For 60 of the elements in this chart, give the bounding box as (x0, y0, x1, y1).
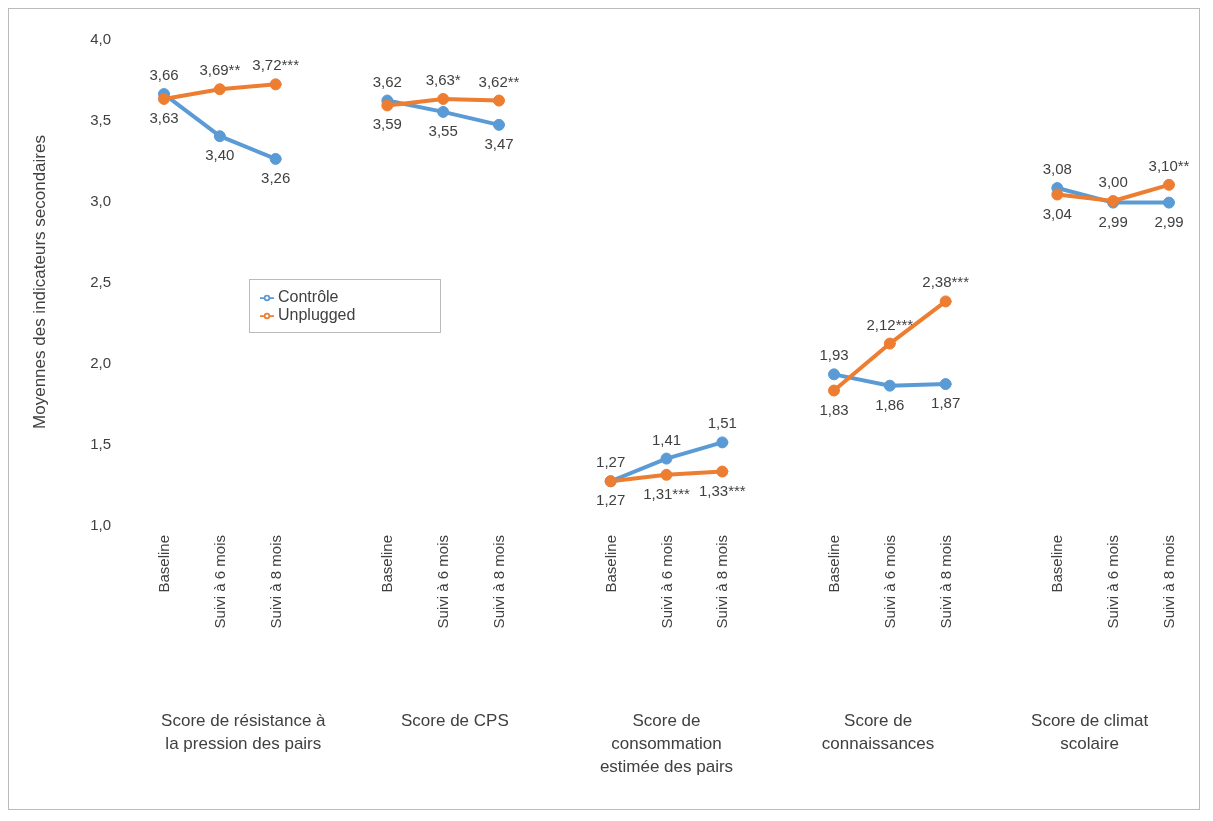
data-label: 3,08 (1042, 160, 1072, 178)
text: Score de connaissances (820, 710, 936, 755)
data-label: 2,99 (1098, 212, 1128, 230)
x-tick-label: Suivi à 8 mois (713, 535, 731, 629)
y-tick-label: 3,0 (90, 192, 111, 210)
x-tick-label: Baseline (601, 535, 619, 593)
data-label: 3,63* (425, 70, 461, 88)
data-label: 1,87 (931, 394, 961, 412)
data-label: 1,41 (651, 430, 682, 448)
data-label: 2,99 (1154, 212, 1184, 230)
data-label: 3,59 (372, 115, 402, 133)
x-tick-label: Suivi à 8 mois (936, 535, 954, 629)
text: Score de climat scolaire (1030, 710, 1150, 755)
y-tick-label: 1,0 (90, 516, 111, 534)
text: Score de résistance à la pression des pairs (160, 710, 327, 755)
data-label: 1,31*** (643, 484, 691, 502)
data-label: 1,51 (707, 414, 737, 432)
x-tick-label: Suivi à 6 mois (657, 535, 675, 629)
x-tick-label: Suivi à 6 mois (210, 535, 228, 629)
x-tick-label: Baseline (155, 535, 172, 593)
data-label: 2,38*** (922, 273, 970, 291)
data-label: 3,55 (428, 121, 458, 139)
data-label: 3,04 (1042, 204, 1072, 222)
data-label: 3,72*** (252, 56, 300, 74)
x-tick-label: Suivi à 6 mois (1104, 535, 1122, 629)
legend-label: Contrôle (278, 288, 339, 305)
x-tick-label: Baseline (378, 535, 396, 593)
data-label: 3,62 (372, 72, 402, 90)
data-label: 3,62** (478, 72, 520, 90)
data-label: 1,83 (819, 400, 849, 418)
data-label: 1,86 (875, 395, 905, 413)
y-tick-label: 1,5 (90, 435, 111, 453)
text: Score de consommation estimée des pairs (598, 710, 735, 778)
data-label: 3,10** (1148, 156, 1190, 174)
data-label: 1,33*** (698, 481, 746, 499)
data-label: 1,27 (596, 491, 626, 509)
data-label: 3,47 (484, 134, 514, 152)
data-label: 3,00 (1098, 173, 1128, 190)
x-tick-label: Baseline (1048, 535, 1066, 593)
data-label: 1,27 (596, 453, 626, 471)
x-tick-label: Suivi à 8 mois (1160, 535, 1177, 629)
text: Score de CPS (400, 710, 510, 732)
x-tick-label: Suivi à 8 mois (490, 535, 507, 629)
data-label: 3,26 (261, 168, 291, 186)
x-tick-label: Suivi à 6 mois (880, 535, 898, 629)
data-label: 3,69** (199, 61, 241, 79)
y-axis-title: Moyennes des indicateurs secondaires (30, 135, 50, 429)
y-tick-label: 2,5 (90, 273, 111, 291)
y-tick-label: 2,0 (90, 354, 111, 372)
data-label: 3,40 (205, 146, 235, 164)
x-tick-label: Baseline (825, 535, 842, 593)
data-label: 1,93 (819, 346, 849, 364)
y-tick-label: 3,5 (90, 111, 111, 129)
data-label: 2,12*** (866, 315, 914, 333)
data-label: 3,66 (149, 66, 179, 84)
x-tick-label: Suivi à 6 mois (434, 535, 452, 629)
data-label: 3,63 (149, 108, 179, 126)
y-tick-label: 4,0 (90, 30, 111, 48)
x-tick-label: Suivi à 8 mois (266, 535, 284, 629)
legend-label: Unplugged (278, 306, 356, 323)
